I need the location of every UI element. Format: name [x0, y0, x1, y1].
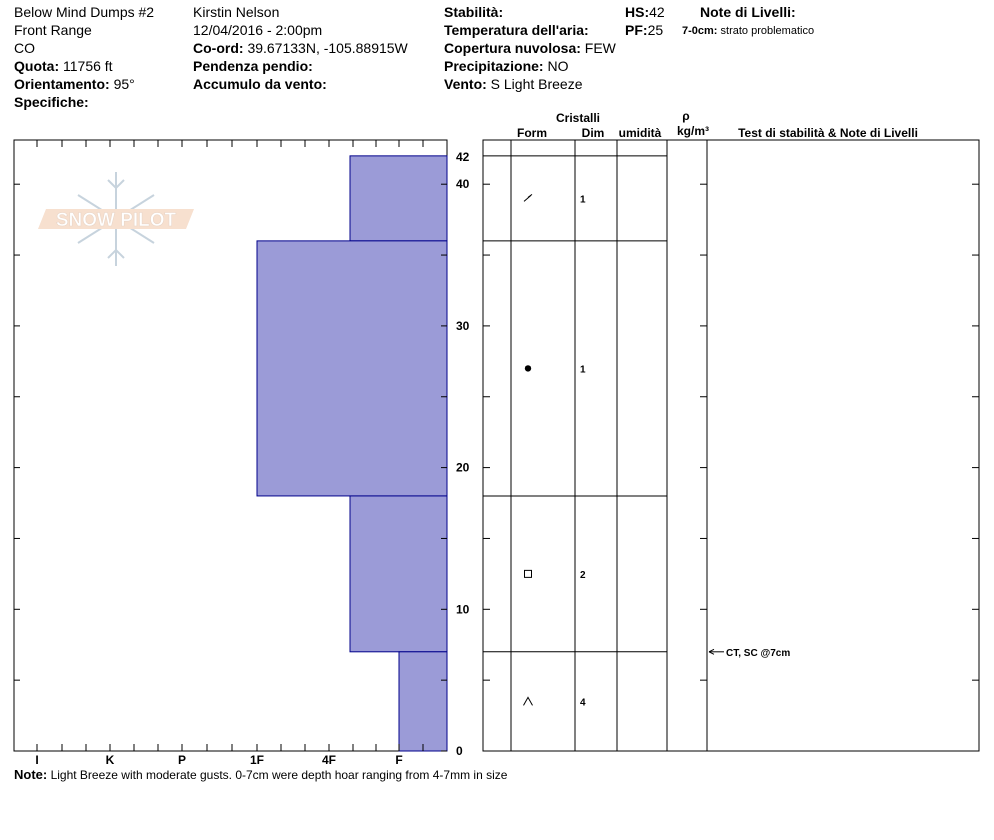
density-unit-header: kg/m³	[677, 124, 709, 138]
depth-hoar-icon	[523, 696, 533, 706]
layer-notes-label: Note di Livelli:	[700, 4, 796, 20]
pf-value: 25	[647, 22, 664, 38]
test-pointer-arrowhead	[708, 648, 715, 655]
elevation: Quota: 11756 ft	[14, 57, 113, 75]
hs: HS:42	[625, 3, 665, 21]
pf-label: PF:	[625, 22, 648, 38]
wind-loading-label: Accumulo da vento:	[193, 76, 327, 92]
pf: PF:25	[625, 21, 663, 39]
depth-axis-labels: 0 10 20 30 40 42	[456, 150, 470, 758]
test-label: CT, SC @7cm	[726, 648, 790, 659]
hardness-bars	[256, 155, 448, 752]
hardness-label: I	[35, 753, 38, 767]
depth-label: 10	[456, 602, 470, 616]
layer-dim: 2	[580, 570, 586, 581]
wind: Vento: S Light Breeze	[444, 75, 583, 93]
depth-label: 20	[456, 461, 470, 475]
depth-label: 40	[456, 177, 470, 191]
hardness-label: 4F	[322, 753, 336, 767]
hardness-plot-ticks	[14, 140, 447, 752]
coord-value: 39.67133N, -105.88915W	[247, 40, 408, 56]
hardness-label: F	[395, 753, 402, 767]
depth-label: 0	[456, 744, 463, 758]
dim-header: Dim	[582, 126, 605, 140]
layer-dim: 1	[580, 364, 586, 375]
layer-note-text: strato problematico	[720, 25, 815, 37]
wind-value: S Light Breeze	[490, 76, 583, 92]
moisture-header: umidità	[619, 126, 662, 140]
hardness-bar	[256, 240, 448, 497]
range-name: Front Range	[14, 22, 92, 38]
note-text: Light Breeze with moderate gusts. 0-7cm …	[50, 768, 508, 782]
depth-label: 42	[456, 150, 470, 164]
logo-text: SNOW PILOT	[56, 210, 177, 231]
faceted-crystal-icon	[524, 569, 532, 578]
snow-profile-chart: I K P 1F 4F F 0 10 20 30 40 42 SNOW PILOT 1 1 2 4 CT,…	[13, 109, 980, 767]
stability-tests: CT, SC @7cm	[708, 648, 790, 659]
layer-cells: 1 1 2 4	[523, 193, 586, 708]
precipitation: Precipitazione: NO	[444, 57, 568, 75]
rho-header: ρ	[682, 109, 689, 123]
precip-label: Precipitazione:	[444, 58, 544, 74]
depth-label: 30	[456, 319, 470, 333]
cloud-cover: Copertura nuvolosa: FEW	[444, 39, 616, 57]
stability-notes-header: Test di stabilità & Note di Livelli	[738, 126, 918, 140]
layer-note: 7-0cm: strato problematico	[682, 22, 814, 40]
note-label: Note:	[14, 767, 48, 782]
layer-dim: 4	[580, 697, 586, 708]
hardness-bar	[349, 155, 448, 242]
location-name: Below Mind Dumps #2	[14, 4, 155, 20]
specifics-label: Specifiche:	[14, 94, 89, 110]
wind-label: Vento:	[444, 76, 487, 92]
layer-table	[482, 139, 980, 752]
form-header: Form	[517, 126, 547, 140]
coord-label: Co-ord:	[193, 40, 244, 56]
aspect-value: 95°	[113, 76, 135, 92]
coordinates: Co-ord: 39.67133N, -105.88915W	[193, 39, 408, 57]
observer-name: Kirstin Nelson	[193, 4, 280, 20]
decomposed-fragment-icon	[523, 193, 533, 202]
crystals-header: Cristalli	[556, 111, 600, 125]
layer-dim: 1	[580, 194, 586, 205]
note: Note: Light Breeze with moderate gusts. …	[14, 767, 507, 782]
table-depth-ticks	[483, 183, 979, 752]
air-temp-label: Temperatura dell'aria:	[444, 22, 589, 38]
hardness-label: 1F	[250, 753, 264, 767]
hardness-label: K	[106, 753, 115, 767]
layer-note-range: 7-0cm:	[682, 25, 718, 37]
aspect: Orientamento: 95°	[14, 75, 135, 93]
precip-value: NO	[547, 58, 569, 74]
elevation-label: Quota:	[14, 58, 60, 74]
elevation-value: 11756 ft	[63, 58, 113, 74]
aspect-label: Orientamento:	[14, 76, 110, 92]
hardness-bar	[349, 495, 448, 653]
stability-label: Stabilità:	[444, 4, 504, 20]
state-name: CO	[14, 40, 35, 56]
snowpilot-logo: SNOW PILOT	[38, 172, 194, 266]
hardness-axis-labels: I K P 1F 4F F	[35, 753, 402, 767]
hardness-bar	[398, 651, 448, 752]
observation-datetime: 12/04/2016 - 2:00pm	[193, 22, 323, 38]
hardness-label: P	[178, 753, 186, 767]
cloud-value: FEW	[584, 40, 616, 56]
slope-label: Pendenza pendio:	[193, 58, 313, 74]
hs-label: HS:	[625, 4, 650, 20]
rounded-grain-icon	[524, 365, 532, 372]
layer-boundaries	[483, 155, 667, 653]
hs-value: 42	[649, 4, 665, 20]
cloud-label: Copertura nuvolosa:	[444, 40, 581, 56]
